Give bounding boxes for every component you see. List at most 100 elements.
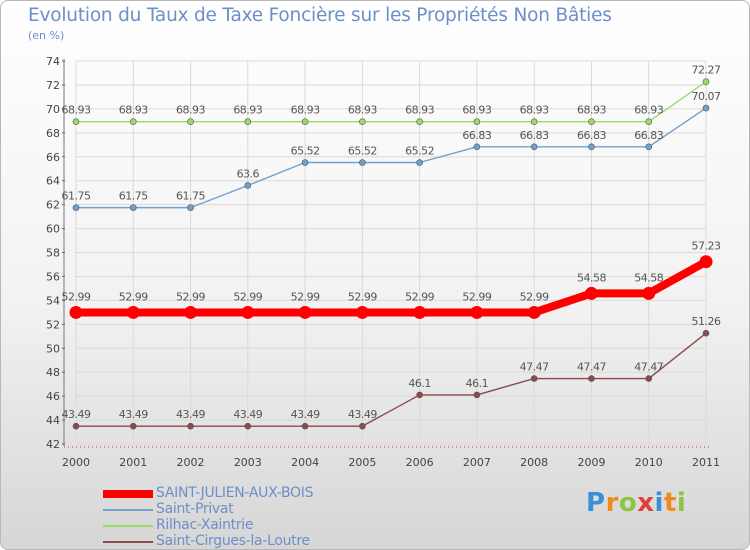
data-point [416,391,423,399]
data-point [298,305,312,319]
data-label: 52.99 [176,290,205,303]
data-point [301,118,309,125]
legend-swatch [103,525,153,527]
y-tick-label: 52 [46,318,60,331]
x-tick-label: 2004 [291,456,319,469]
data-label: 43.49 [176,408,205,421]
logo-letter: t [663,488,677,518]
data-label: 43.49 [62,408,91,421]
legend-swatch [103,490,153,498]
data-label: 68.93 [634,104,663,117]
x-tick-label: 2008 [520,456,548,469]
data-point [359,159,366,166]
data-point [470,305,484,319]
data-label: 47.47 [634,361,663,374]
data-point [416,159,423,166]
data-point [645,143,653,151]
data-label: 52.99 [119,290,148,303]
y-tick-label: 42 [46,438,60,451]
y-tick-label: 48 [46,366,60,379]
data-point [473,391,481,399]
data-point [530,118,538,125]
data-label: 65.52 [291,144,320,157]
data-point [530,143,538,151]
y-tick-label: 62 [46,199,60,212]
chart-title: Evolution du Taux de Taxe Foncière sur l… [28,5,612,26]
logo-letter: r [605,488,619,518]
data-point [359,118,366,125]
y-tick-label: 54 [46,294,60,307]
x-tick-label: 2011 [692,456,720,469]
legend-label: Rilhac-Xaintrie [156,517,254,533]
x-tick-label: 2003 [234,456,262,469]
x-tick-label: 2009 [577,456,605,469]
data-label: 52.99 [462,290,491,303]
series-line-2 [76,81,707,123]
data-point [588,118,595,125]
data-point [244,182,252,189]
data-point [473,143,481,151]
data-label: 68.93 [405,104,434,117]
data-point [473,118,481,125]
data-label: 68.93 [62,104,91,117]
data-label: 66.83 [462,129,491,142]
data-label: 52.99 [233,290,262,303]
logo-letter: i [676,488,687,518]
legend-swatch [103,541,153,543]
y-tick-label: 50 [46,342,60,355]
y-tick-label: 74 [46,55,60,68]
data-label: 43.49 [348,408,377,421]
data-point [588,143,595,151]
data-label: 68.93 [291,104,320,117]
x-tick-label: 2006 [406,456,434,469]
data-point [187,422,194,430]
x-tick-label: 2002 [177,456,205,469]
data-label: 72.27 [692,64,721,77]
data-point [645,118,653,125]
data-point [527,305,541,319]
data-point [126,305,140,319]
data-label: 54.58 [634,271,663,284]
data-point [642,286,656,300]
data-label: 52.99 [405,290,434,303]
legend-label: Saint-Privat [156,501,234,517]
data-label: 52.99 [520,290,549,303]
data-point [702,104,710,112]
data-label: 47.47 [520,361,549,374]
y-tick-label: 66 [46,151,60,164]
data-label: 52.99 [291,290,320,303]
data-point [588,375,595,382]
data-point [69,305,83,319]
series-line-1 [76,107,707,209]
data-label: 65.52 [348,144,377,157]
y-tick-label: 68 [46,127,60,140]
legend-swatch [103,509,153,511]
data-point [129,204,137,211]
data-label: 61.75 [62,190,91,203]
data-label: 65.52 [405,144,434,157]
data-label: 57.23 [692,240,721,253]
data-label: 68.93 [577,104,606,117]
series-line-3 [76,332,707,427]
x-tick-label: 2010 [635,456,663,469]
data-label: 68.93 [233,104,262,117]
y-tick-label: 64 [46,175,60,188]
data-point [301,422,309,430]
data-label: 47.47 [577,361,606,374]
x-tick-label: 2007 [463,456,491,469]
x-tick-label: 2000 [62,456,90,469]
data-point [72,118,80,125]
x-tick-label: 2001 [119,456,147,469]
y-tick-label: 44 [46,414,60,427]
legend-label: SAINT-JULIEN-AUX-BOIS [156,485,314,501]
data-label: 52.99 [62,290,91,303]
logo-letter: i [654,488,664,518]
y-tick-label: 70 [46,103,60,116]
data-point [184,305,198,319]
logo-letter: o [618,488,638,518]
data-point [244,118,252,125]
y-tick-label: 58 [46,247,60,260]
data-label: 54.58 [577,271,606,284]
